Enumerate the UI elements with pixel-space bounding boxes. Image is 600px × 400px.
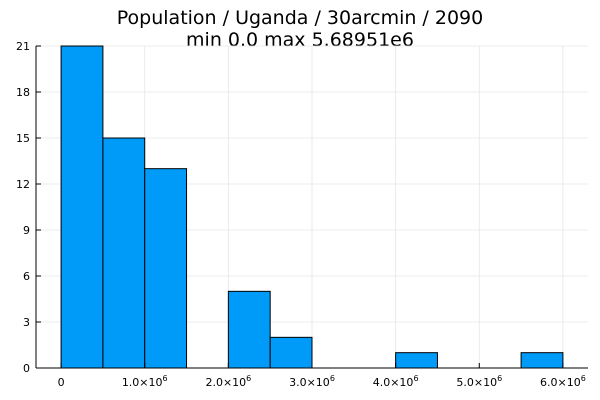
histogram-bar: [269, 336, 313, 369]
x-tick-label: 2.0×106: [205, 374, 251, 389]
chart-subtitle: min 0.0 max 5.68951e6: [186, 29, 414, 51]
y-tick-label: 12: [16, 178, 30, 191]
y-tick-label: 21: [16, 40, 30, 53]
tick-labels: 0 3 6 9 12 15 18 21 0 1.0×106 2.0×106 3.0×106 4.0×10…: [16, 40, 586, 389]
x-tick-label: 6.0×106: [540, 374, 586, 389]
x-tick-label: 1.0×106: [122, 374, 168, 389]
histogram-bar: [144, 168, 188, 369]
y-tick-label: 18: [16, 86, 30, 99]
x-tick-label: 5.0×106: [456, 374, 502, 389]
y-tick-label: 0: [23, 362, 30, 375]
histogram-bar: [395, 352, 438, 369]
histogram-bar: [102, 137, 146, 369]
histogram-bar: [520, 352, 564, 369]
histogram-bar: [60, 45, 104, 369]
y-tick-label: 15: [16, 132, 30, 145]
axes: [35, 45, 588, 369]
x-tick-label: 0: [58, 376, 65, 389]
y-tick-label: 3: [23, 316, 30, 329]
y-tick-label: 9: [23, 224, 30, 237]
chart-title: Population / Uganda / 30arcmin / 2090: [116, 7, 484, 29]
x-tick-label: 4.0×106: [373, 374, 419, 389]
y-tick-label: 6: [23, 270, 30, 283]
bars: [60, 45, 564, 369]
histogram-bar: [227, 290, 271, 369]
x-tick-label: 3.0×106: [289, 374, 335, 389]
